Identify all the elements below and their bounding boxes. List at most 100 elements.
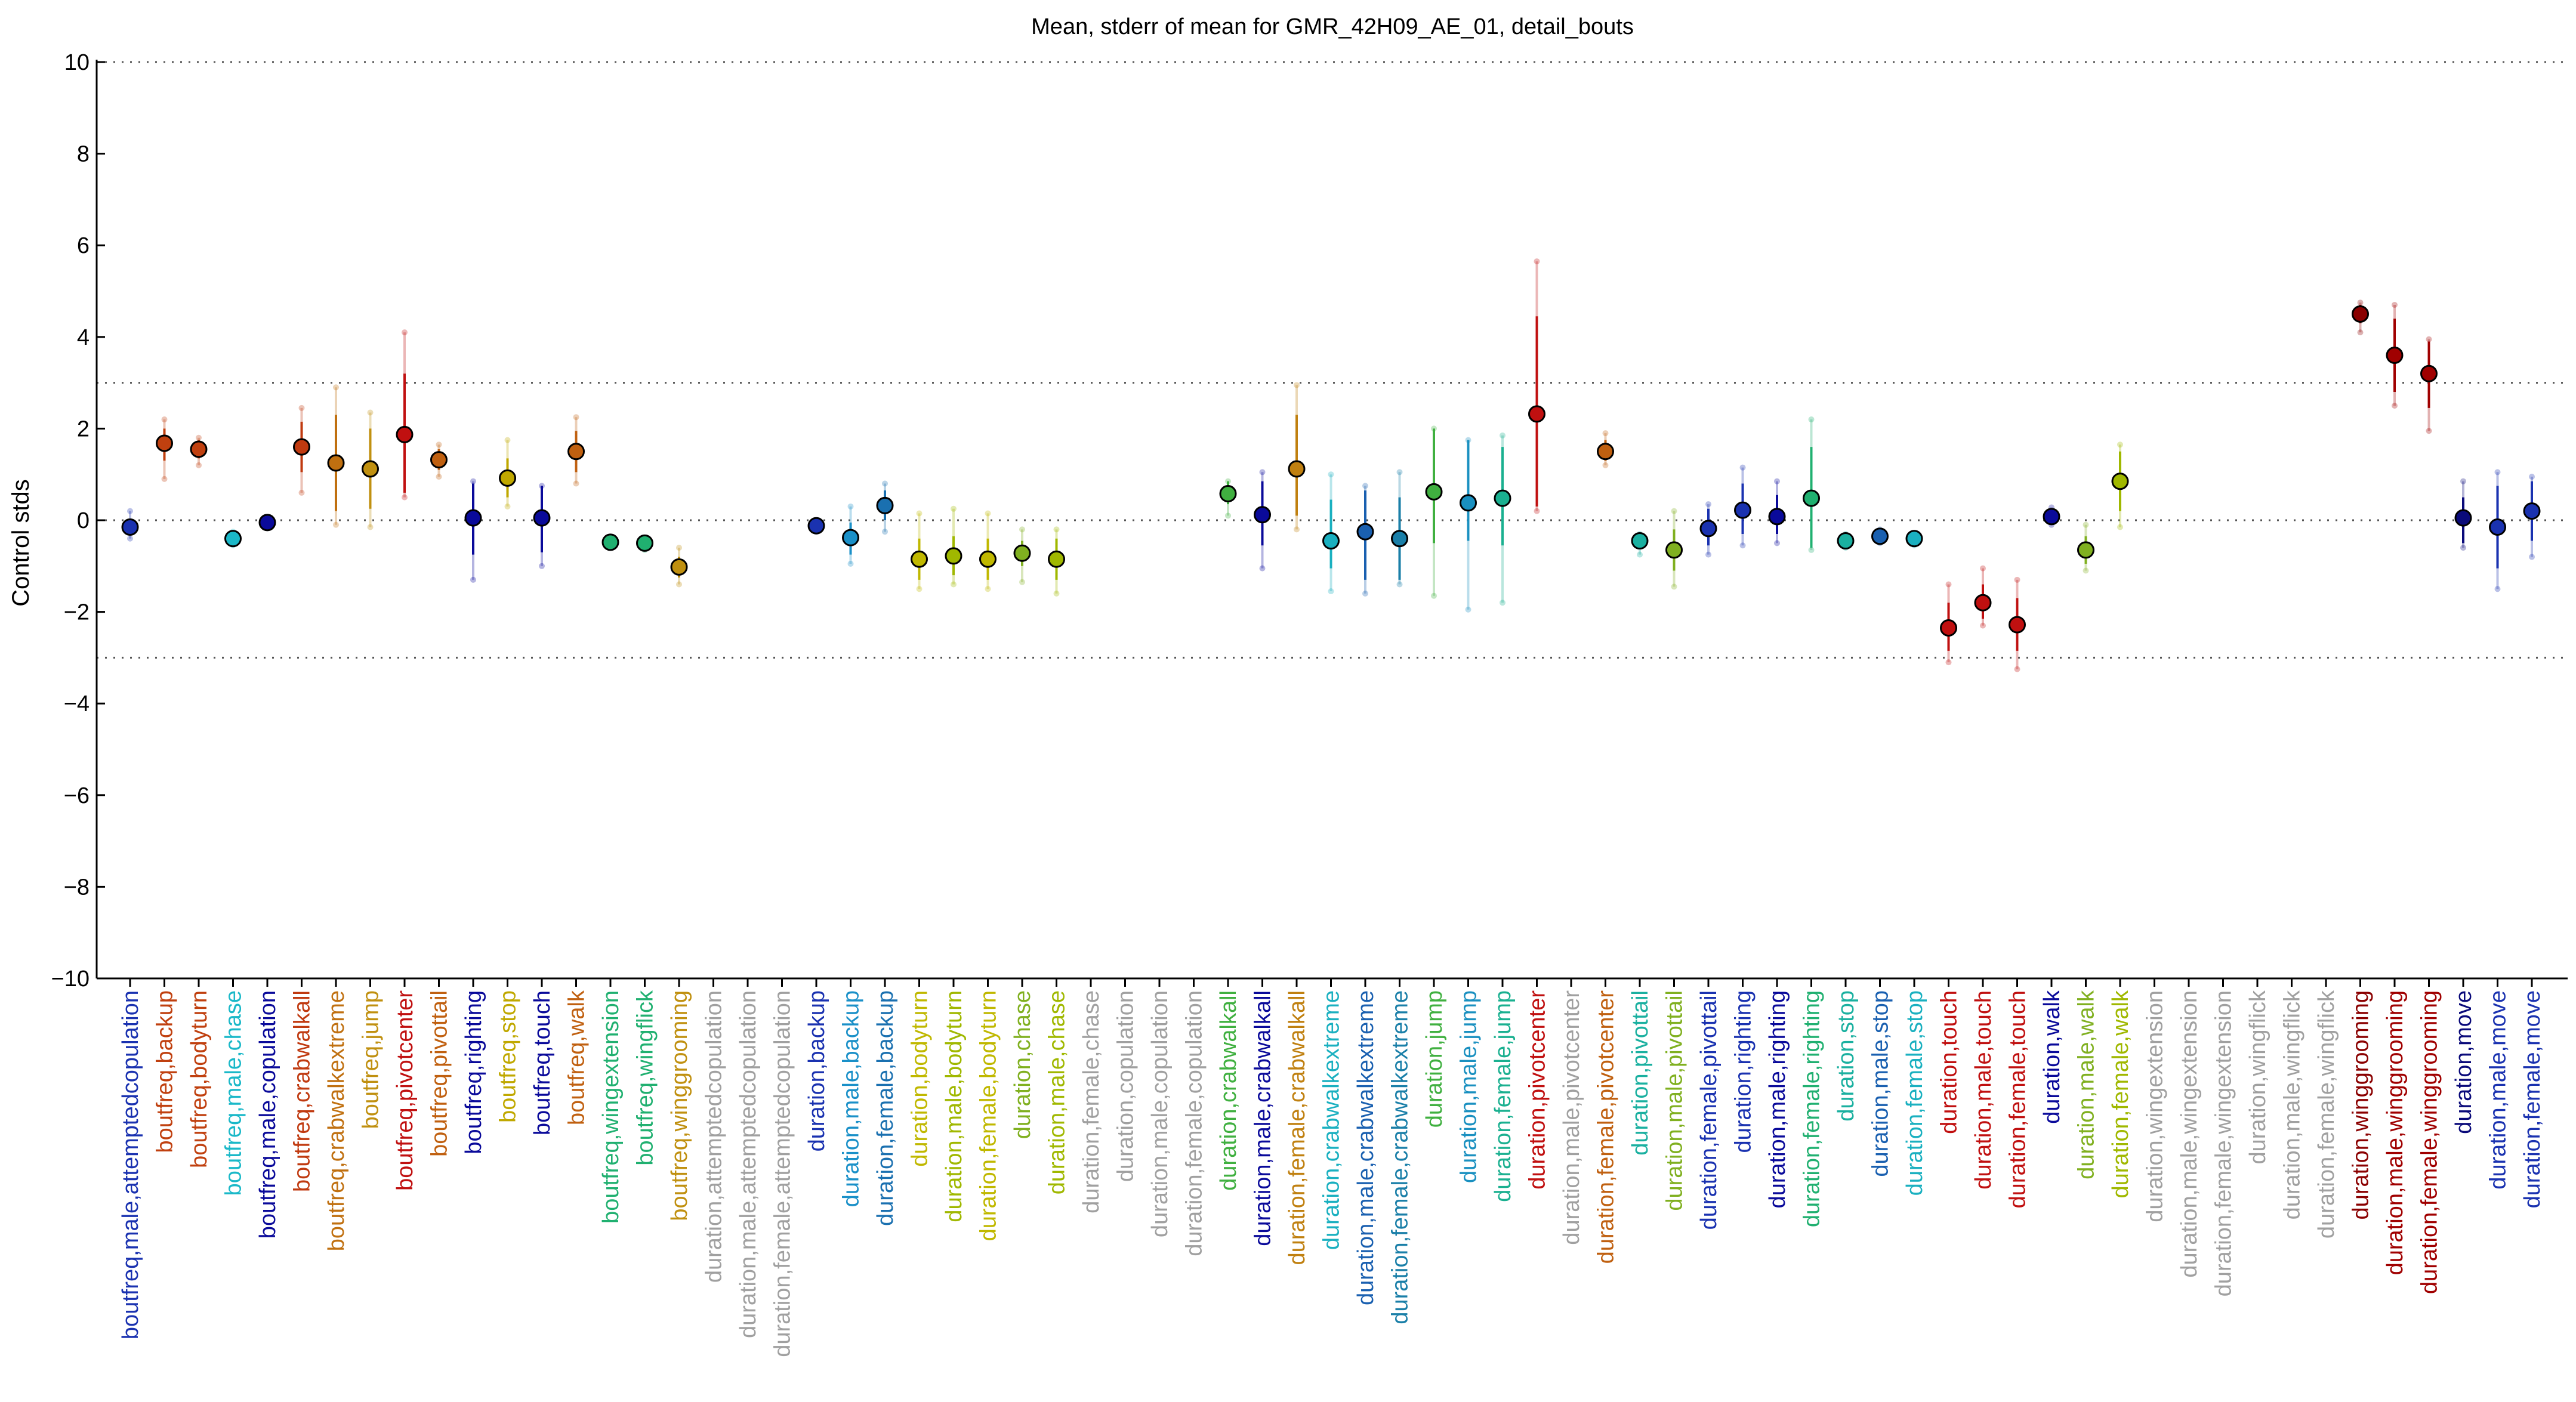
mean-point — [601, 533, 619, 551]
error-range-cap — [1328, 471, 1334, 478]
error-range-cap — [2392, 403, 2398, 409]
x-tick-label: duration,female,crabwalkextreme — [1388, 990, 1413, 1324]
mean-point — [1734, 501, 1751, 519]
data-point-group — [2111, 441, 2129, 530]
error-range-cap — [1602, 462, 1609, 468]
mean-point — [1048, 550, 1065, 568]
mean-point — [1288, 460, 1306, 478]
y-tick-label: 2 — [77, 416, 90, 441]
y-tick-label: 4 — [77, 325, 90, 350]
data-point-group — [1871, 526, 1889, 546]
mean-point — [1013, 544, 1031, 562]
data-point-group — [1356, 483, 1374, 597]
data-point-group — [876, 480, 894, 535]
x-tick-label: boutfreq,male,copulation — [255, 990, 280, 1239]
mean-point — [670, 558, 688, 576]
error-range-cap — [1294, 382, 1300, 388]
data-point-group — [1288, 382, 1306, 533]
x-tick-label: boutfreq,backup — [153, 990, 178, 1153]
error-range-cap — [161, 475, 168, 482]
error-range-cap — [1980, 565, 1986, 572]
data-point-group — [499, 437, 516, 509]
data-point-group — [2009, 576, 2026, 672]
error-range-cap — [1808, 416, 1815, 423]
error-range-cap — [1500, 432, 1506, 438]
x-tick-label: duration,female,chase — [1079, 990, 1104, 1213]
error-range-cap — [1019, 526, 1025, 533]
error-range-cap — [1225, 512, 1231, 519]
error-range-cap — [1602, 430, 1609, 437]
data-point-group — [224, 529, 242, 549]
data-point-group — [293, 404, 310, 496]
data-point-group — [1391, 469, 1408, 588]
error-range-cap — [196, 462, 202, 468]
error-range-cap — [196, 434, 202, 441]
x-tick-label: duration,male,righting — [1765, 990, 1790, 1208]
x-tick-label: duration,male,chase — [1045, 990, 1070, 1194]
x-tick-label: duration,male,stop — [1868, 990, 1893, 1177]
data-point-group — [156, 416, 173, 482]
x-tick-label: duration,bodyturn — [908, 990, 933, 1167]
x-tick-label: duration,crabwalkall — [1216, 990, 1241, 1191]
mean-point — [2454, 509, 2472, 527]
error-range-cap — [1671, 508, 1677, 514]
mean-point — [567, 443, 585, 461]
mean-point — [911, 550, 928, 568]
x-tick-label: duration,male,pivottail — [1662, 990, 1687, 1211]
mean-point — [1905, 530, 1923, 548]
data-point-group — [1048, 526, 1065, 597]
error-range-cap — [985, 586, 991, 592]
data-point-group — [2352, 299, 2369, 336]
mean-point — [258, 514, 276, 532]
error-range-cap — [676, 545, 682, 551]
data-point-group — [1734, 464, 1751, 549]
mean-point — [2420, 365, 2438, 382]
error-range-cap — [1500, 600, 1506, 606]
x-tick-label: duration,male,bodyturn — [942, 990, 967, 1222]
x-tick-label: duration,female,wingextension — [2211, 990, 2236, 1296]
x-tick-label: duration,pivotcenter — [1525, 990, 1550, 1190]
error-range-cap — [882, 529, 888, 535]
error-range-cap — [2357, 299, 2364, 306]
x-tick-label: duration,male,attemptedcopulation — [736, 990, 761, 1338]
x-tick-label: duration,righting — [1731, 990, 1756, 1153]
error-range-cap — [1774, 540, 1780, 546]
error-range-cap — [916, 586, 923, 592]
mean-point — [2111, 473, 2129, 490]
x-tick-label: duration,jump — [1422, 990, 1447, 1128]
x-tick-label: boutfreq,pivotcenter — [393, 990, 418, 1191]
y-axis-label: Control stds — [8, 479, 34, 606]
data-point-group — [911, 510, 928, 592]
error-range-cap — [1705, 551, 1711, 558]
error-range-cap — [504, 437, 511, 443]
x-tick-label: duration,attemptedcopulation — [702, 990, 727, 1283]
mean-point — [1322, 532, 1340, 550]
x-tick-label: boutfreq,bodyturn — [187, 990, 212, 1168]
mean-point — [533, 509, 551, 527]
data-point-group — [533, 483, 551, 569]
x-tick-label: boutfreq,pivottail — [427, 990, 452, 1157]
mean-point — [1391, 530, 1408, 548]
error-range-cap — [127, 508, 133, 514]
data-point-group — [2523, 474, 2541, 560]
error-range-cap — [847, 560, 854, 567]
x-tick-label: duration,male,jump — [1457, 990, 1482, 1183]
mean-point — [121, 518, 139, 536]
data-point-group — [327, 384, 345, 528]
x-tick-label: duration,male,move — [2486, 990, 2511, 1190]
data-point-group — [1905, 530, 1923, 549]
mean-point — [1494, 489, 1511, 507]
data-point-group — [2077, 521, 2094, 574]
x-axis-tick-labels: boutfreq,male,attemptedcopulation boutfre… — [118, 978, 2545, 1357]
axes — [95, 60, 2568, 980]
x-tick-label: boutfreq,stop — [496, 990, 521, 1123]
mean-point — [1219, 484, 1237, 502]
error-range-cap — [1053, 526, 1060, 533]
x-tick-label: boutfreq,righting — [461, 990, 486, 1154]
mean-point — [1837, 532, 1855, 550]
x-tick-label: boutfreq,walk — [564, 990, 590, 1125]
x-tick-label: duration,female,move — [2520, 990, 2545, 1208]
error-range-cap — [1328, 588, 1334, 595]
error-range-cap — [1019, 579, 1025, 585]
error-range-cap — [916, 510, 923, 517]
